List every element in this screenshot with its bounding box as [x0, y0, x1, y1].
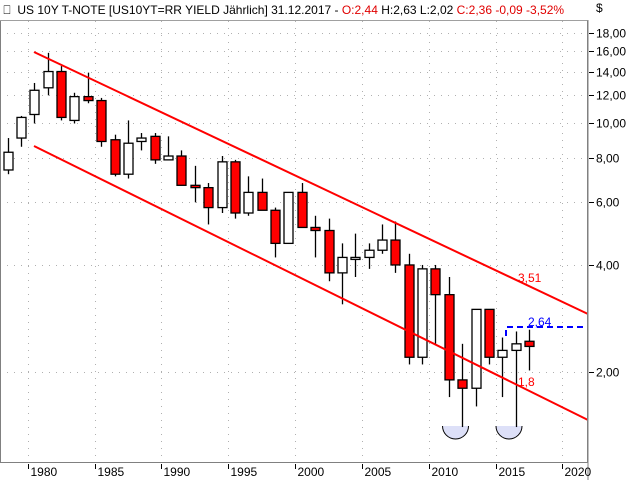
y-tick-label: 2,00 — [596, 366, 620, 380]
candle[interactable] — [163, 136, 174, 161]
candle[interactable] — [243, 176, 254, 216]
currency-label: $ — [596, 1, 603, 15]
candle[interactable] — [110, 134, 121, 177]
candle[interactable] — [203, 183, 214, 225]
change-value: -0,09 — [495, 3, 523, 17]
candle[interactable] — [337, 243, 348, 305]
upper-channel-value: 3,51 — [518, 271, 542, 285]
x-tick-label: 2000 — [298, 465, 325, 479]
candles — [3, 52, 535, 428]
open-value: O:2,44 — [341, 3, 378, 17]
annotation-labels: 3,51 1,8 2,64 — [518, 271, 552, 389]
x-tick-label: 1985 — [98, 465, 125, 479]
candle[interactable] — [377, 224, 388, 254]
y-tick-label: 6,00 — [596, 196, 620, 210]
x-tick-label: 2015 — [499, 465, 526, 479]
candle[interactable] — [404, 253, 415, 365]
y-axis[interactable]: 18,00 16,00 14,00 12,00 10,00 8,00 6,00 4,00 2,0… — [587, 20, 626, 480]
candle[interactable] — [497, 337, 508, 398]
candle[interactable] — [123, 120, 134, 179]
y-tick-label: 8,00 — [596, 152, 620, 166]
y-tick-label: 10,00 — [596, 117, 626, 131]
x-tick-label: 1990 — [164, 465, 191, 479]
candle[interactable] — [257, 178, 268, 211]
candle[interactable] — [217, 156, 228, 214]
change-pct-value: -3,52% — [526, 3, 565, 17]
candle[interactable] — [310, 215, 321, 258]
low-highlight-markers — [442, 425, 523, 440]
target-dashed-line[interactable] — [505, 326, 588, 336]
x-tick-label: 2020 — [565, 465, 592, 479]
candle[interactable] — [350, 233, 361, 277]
x-axis[interactable]: 1980 1985 1990 1995 2000 2005 2010 2015 2020 — [28, 464, 592, 479]
close-value: C:2,36 — [456, 3, 492, 17]
candle[interactable] — [16, 115, 27, 147]
candle[interactable] — [230, 159, 241, 219]
candle[interactable] — [364, 243, 375, 269]
candle[interactable] — [524, 329, 535, 371]
candle[interactable] — [484, 308, 495, 365]
y-tick-label: 14,00 — [596, 66, 626, 80]
low-value: L:2,02 — [419, 3, 454, 17]
lower-channel-line[interactable] — [33, 145, 589, 421]
candle[interactable] — [270, 207, 281, 258]
candle[interactable] — [3, 138, 14, 175]
lower-channel-value: 1,8 — [518, 375, 535, 389]
y-tick-label: 12,00 — [596, 89, 626, 103]
candle[interactable] — [56, 66, 67, 121]
high-value: H:2,63 — [381, 3, 417, 17]
x-tick-label: 2010 — [432, 465, 459, 479]
chart-title-bar: ⎕ US 10Y T-NOTE [US10YT=RR YIELD Jährlic… — [0, 0, 564, 20]
candle[interactable] — [324, 218, 335, 282]
upper-channel-line[interactable] — [33, 51, 589, 315]
target-value: 2,64 — [528, 315, 552, 329]
candle[interactable] — [444, 276, 455, 398]
target-line[interactable] — [505, 326, 588, 336]
y-tick-label: 4,00 — [596, 259, 620, 273]
candle[interactable] — [96, 97, 107, 147]
y-tick-label: 16,00 — [596, 45, 626, 59]
candle[interactable] — [417, 264, 428, 365]
candle[interactable] — [176, 150, 187, 186]
candle[interactable] — [297, 183, 308, 229]
candle[interactable] — [190, 165, 201, 203]
chart-type-icon[interactable]: ⎕ — [3, 3, 11, 17]
trend-channel[interactable] — [33, 51, 589, 421]
y-tick-label: 18,00 — [596, 27, 626, 41]
candle[interactable] — [511, 331, 522, 428]
candle[interactable] — [69, 92, 80, 124]
candle[interactable] — [283, 191, 294, 245]
candle[interactable] — [390, 221, 401, 273]
x-tick-label: 1980 — [31, 465, 58, 479]
symbol-label: US 10Y T-NOTE [US10YT=RR YIELD Jährlich]… — [17, 3, 342, 17]
candle[interactable] — [136, 133, 147, 151]
candle[interactable] — [430, 264, 441, 344]
candle[interactable] — [29, 82, 40, 124]
candle[interactable] — [471, 308, 482, 407]
x-tick-label: 1995 — [231, 465, 258, 479]
candle[interactable] — [150, 133, 161, 164]
x-tick-label: 2005 — [365, 465, 392, 479]
